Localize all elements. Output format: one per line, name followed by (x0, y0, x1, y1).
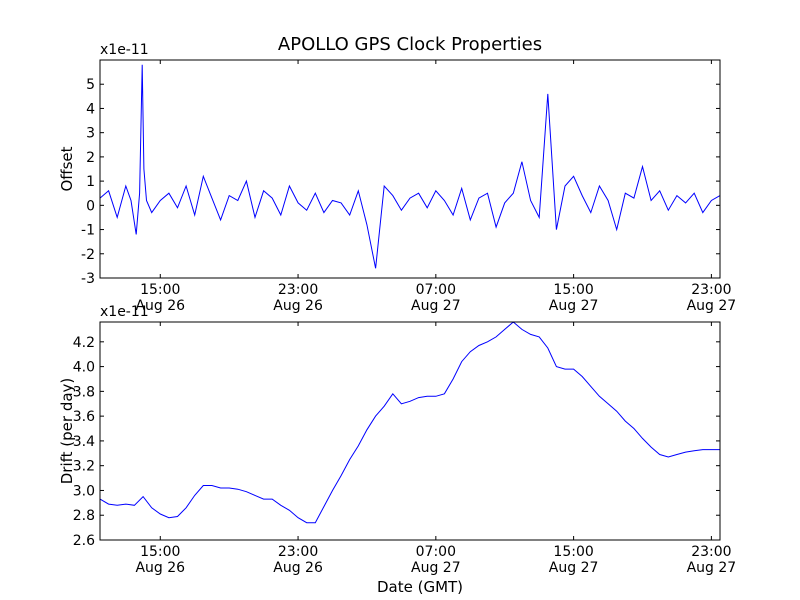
x-tick-date: Aug 27 (687, 560, 737, 576)
y-tick-label: -3 (81, 271, 95, 287)
series-line-drift (99, 321, 720, 524)
y-tick-label: 2 (86, 150, 95, 166)
x-tick-time: 23:00 (278, 544, 318, 560)
chart-title: APOLLO GPS Clock Properties (278, 34, 542, 55)
x-tick-date: Aug 26 (135, 298, 185, 314)
x-tick-date: Aug 27 (549, 298, 599, 314)
x-tick-time: 23:00 (691, 544, 731, 560)
x-tick-date: Aug 27 (687, 298, 737, 314)
y-tick-label: -1 (81, 223, 95, 239)
y-tick-label: 3.8 (73, 384, 95, 400)
x-tick-time: 15:00 (140, 282, 180, 298)
y-tick-label: 3 (86, 126, 95, 142)
y-tick-label: 3.2 (73, 459, 95, 475)
y-axis-label: Drift (per day) (58, 378, 76, 485)
y-tick-label: -2 (81, 247, 95, 263)
x-tick-time: 07:00 (416, 282, 456, 298)
y-tick-label: 3.4 (73, 434, 95, 450)
x-tick-date: Aug 27 (411, 560, 461, 576)
y-axis-label: Offset (58, 146, 76, 191)
y-tick-label: 2.6 (73, 533, 95, 549)
y-tick-label: 1 (86, 174, 95, 190)
x-tick-date: Aug 26 (273, 560, 323, 576)
x-tick-time: 15:00 (553, 282, 593, 298)
x-tick-time: 07:00 (416, 544, 456, 560)
axis-multiplier: x1e-11 (100, 304, 149, 320)
y-tick-label: 4 (86, 101, 95, 117)
x-tick-date: Aug 26 (273, 298, 323, 314)
y-tick-label: 3.6 (73, 409, 95, 425)
x-tick-date: Aug 27 (411, 298, 461, 314)
y-tick-label: 0 (86, 198, 95, 214)
x-axis-label: Date (GMT) (377, 578, 463, 596)
x-tick-date: Aug 27 (549, 560, 599, 576)
y-tick-label: 4.2 (73, 335, 95, 351)
series-line-offset (99, 64, 721, 269)
y-tick-label: 3.0 (73, 483, 95, 499)
y-tick-label: 5 (86, 77, 95, 93)
plot-frame (99, 59, 721, 279)
x-tick-date: Aug 26 (135, 560, 185, 576)
x-tick-time: 15:00 (140, 544, 180, 560)
x-tick-time: 23:00 (278, 282, 318, 298)
x-tick-time: 23:00 (691, 282, 731, 298)
axis-multiplier: x1e-11 (100, 42, 149, 58)
y-tick-label: 4.0 (73, 360, 95, 376)
plot-frame (99, 321, 721, 541)
y-tick-label: 2.8 (73, 508, 95, 524)
x-tick-time: 15:00 (553, 544, 593, 560)
